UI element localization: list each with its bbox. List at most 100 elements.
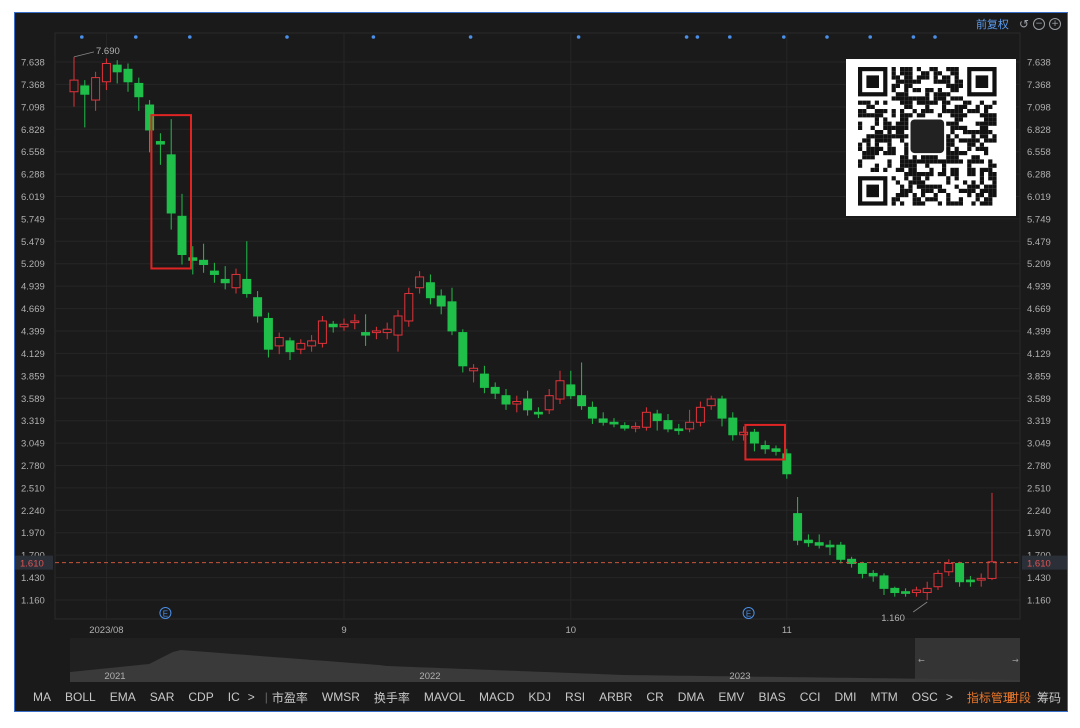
qr-module — [942, 75, 947, 80]
chips-tab[interactable]: 筹码 — [1036, 690, 1061, 705]
qr-module — [979, 167, 984, 172]
indicator-boll[interactable]: BOLL — [65, 690, 96, 704]
qr-module — [904, 172, 909, 177]
qr-module — [925, 188, 930, 193]
qr-module — [988, 121, 993, 126]
qr-module — [950, 201, 955, 206]
indicator-cci[interactable]: CCI — [799, 690, 821, 704]
indicator-kdj[interactable]: KDJ — [528, 690, 552, 704]
qr-module — [925, 163, 930, 168]
qr-module — [900, 125, 905, 130]
adjust-mode-button[interactable]: 前复权 — [975, 18, 1009, 31]
indicator-pe[interactable]: 市盈率 — [271, 690, 308, 705]
qr-module — [946, 180, 951, 185]
y-tick-label-right: 2.780 — [1027, 461, 1051, 472]
qr-module — [954, 134, 959, 139]
indicator-macd[interactable]: MACD — [479, 690, 515, 704]
indicator-bias[interactable]: BIAS — [758, 690, 786, 704]
zoom-in-icon[interactable]: + — [1049, 18, 1061, 30]
qr-module — [925, 159, 930, 164]
indicator-wmsr[interactable]: WMSR — [321, 690, 360, 704]
qr-module — [942, 92, 947, 97]
qr-module — [870, 155, 875, 160]
qr-module — [946, 121, 951, 126]
y-tick-label-right: 6.828 — [1027, 125, 1051, 136]
indicator-mavol[interactable]: MAVOL — [423, 690, 466, 704]
qr-module — [883, 125, 888, 130]
event-dot — [868, 35, 872, 39]
more-main-indicators-icon[interactable]: > — [247, 690, 255, 704]
qr-module — [950, 167, 955, 172]
indicator-ic[interactable]: IC — [227, 690, 240, 704]
indicator-mtm[interactable]: MTM — [870, 690, 898, 704]
indicator-rsi[interactable]: RSI — [565, 690, 586, 704]
indicator-ema[interactable]: EMA — [109, 690, 136, 704]
qr-module — [988, 117, 993, 122]
more-sub-indicators-icon[interactable]: > — [945, 690, 953, 704]
qr-module — [925, 92, 930, 97]
qr-module — [954, 172, 959, 177]
qr-module — [870, 167, 875, 172]
qr-module — [900, 167, 905, 172]
y-tick-label-right: 3.049 — [1027, 439, 1051, 450]
indicator-arbr[interactable]: ARBR — [599, 690, 633, 704]
indicator-cr[interactable]: CR — [646, 690, 664, 704]
candle-body — [393, 315, 403, 336]
qr-module — [954, 155, 959, 160]
qr-module — [950, 88, 955, 93]
qr-module — [942, 172, 947, 177]
qr-module — [874, 113, 879, 118]
qr-module — [925, 176, 930, 181]
qr-module — [988, 201, 993, 206]
qr-module — [921, 193, 926, 198]
y-tick-label-right: 2.240 — [1027, 506, 1051, 517]
qr-module — [984, 113, 989, 118]
qr-module — [967, 138, 972, 143]
indicator-emv[interactable]: EMV — [718, 690, 745, 704]
qr-module — [954, 151, 959, 156]
overview-year-label: 2021 — [104, 671, 125, 682]
qr-module — [887, 121, 892, 126]
qr-module — [954, 113, 959, 118]
qr-module — [967, 100, 972, 105]
period-tab[interactable]: 时段 — [1006, 690, 1031, 705]
indicator-osc[interactable]: OSC — [911, 690, 938, 704]
undo-icon[interactable]: ↺ — [1018, 17, 1029, 31]
qr-module — [874, 117, 879, 122]
indicator-manage-button[interactable]: 指标管理 — [966, 690, 1015, 705]
qr-module — [858, 159, 863, 164]
qr-module — [971, 159, 976, 164]
qr-module — [912, 201, 917, 206]
indicator-dma[interactable]: DMA — [677, 690, 705, 704]
qr-module — [874, 146, 879, 151]
indicator-dmi[interactable]: DMI — [834, 690, 857, 704]
candle-body — [371, 330, 381, 334]
candle-body — [328, 323, 338, 328]
indicator-sar[interactable]: SAR — [149, 690, 175, 704]
qr-module — [975, 159, 980, 164]
candle-body — [987, 561, 997, 579]
qr-module — [921, 184, 926, 189]
zoom-out-icon[interactable]: − — [1033, 18, 1045, 30]
qr-module — [937, 79, 942, 84]
qr-module — [954, 67, 959, 72]
qr-module — [908, 75, 913, 80]
indicator-cdp[interactable]: CDP — [188, 690, 214, 704]
qr-module — [900, 138, 905, 143]
qr-module — [942, 104, 947, 109]
current-price-tag-left — [15, 555, 53, 570]
qr-module — [988, 113, 993, 118]
chart-frame: 前复权 ↺ − + 7.638 7.638 7.368 7.368 7.098 7.098… — [14, 12, 1068, 712]
qr-module — [942, 109, 947, 114]
qr-module — [929, 88, 934, 93]
qr-module — [900, 184, 905, 189]
indicator-ma[interactable]: MA — [33, 690, 51, 704]
qr-module — [958, 125, 963, 130]
qr-module — [950, 113, 955, 118]
candle-body — [587, 406, 597, 419]
indicator-turnover[interactable]: 换手率 — [373, 690, 410, 705]
qr-module — [908, 188, 913, 193]
event-dot — [911, 35, 916, 39]
y-tick-label-right: 3.859 — [1027, 371, 1051, 382]
y-tick-label-left: 3.589 — [21, 394, 45, 405]
